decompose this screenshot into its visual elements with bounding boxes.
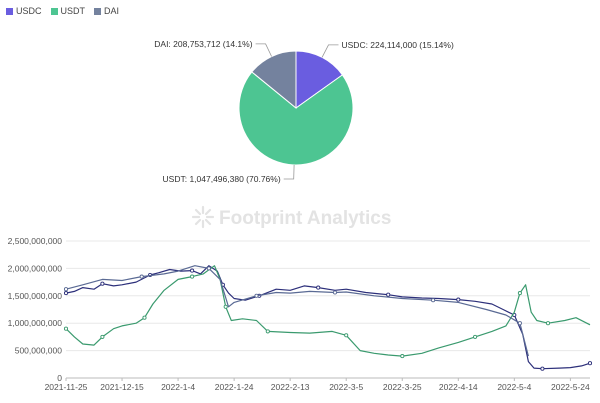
x-tick-label: 2022-1-4 (161, 382, 195, 392)
line-series-dai[interactable] (65, 265, 529, 357)
pie-leader-usdc (321, 44, 339, 58)
x-tick-label: 2022-3-5 (329, 382, 363, 392)
x-tick-label: 2021-12-15 (100, 382, 144, 392)
legend-swatch-usdt (50, 7, 58, 15)
line-point-usdc[interactable] (540, 366, 545, 371)
line-point-dai[interactable] (63, 287, 69, 292)
x-tick-label: 2022-5-24 (551, 382, 590, 392)
line-series-usdc[interactable] (65, 265, 591, 370)
pie-leader-usdt (283, 164, 295, 180)
y-tick-label: 2,500,000,000 (8, 236, 63, 246)
pie-chart: USDC: 224,114,000 (15.14%) USDT: 1,047,49… (154, 39, 454, 184)
legend-swatch-dai (94, 7, 102, 15)
legend-item-usdc[interactable]: USDC (6, 6, 42, 16)
line-point-dai[interactable] (431, 298, 436, 303)
line-point-usdt[interactable] (142, 315, 147, 320)
x-tick-label: 2022-1-24 (215, 382, 254, 392)
line-point-usdt[interactable] (400, 354, 405, 359)
pie-slice-dai[interactable] (251, 50, 297, 110)
line-point-dai[interactable] (517, 321, 522, 326)
line-chart: 0 500,000,000 1,000,000,000 1,500,000,000 2,… (8, 236, 593, 392)
line-point-usdt[interactable] (63, 326, 69, 331)
legend-label-usdt: USDT (60, 6, 86, 16)
legend-item-dai[interactable]: DAI (94, 6, 119, 16)
y-tick-label: 2,000,000,000 (8, 263, 63, 273)
line-point-dai[interactable] (254, 293, 259, 298)
line-point-dai[interactable] (206, 266, 211, 271)
line-point-usdt[interactable] (473, 334, 478, 339)
pie-leader-dai (255, 43, 272, 57)
line-point-usdc[interactable] (587, 361, 593, 366)
pie-slice-usdc[interactable] (295, 50, 344, 109)
line-point-usdc[interactable] (63, 291, 69, 296)
watermark: Footprint Analytics (219, 208, 391, 229)
pie-label-usdt: USDT: 1,047,496,380 (70.76%) (163, 174, 281, 184)
line-point-usdc[interactable] (190, 268, 195, 273)
line-point-usdt[interactable] (344, 333, 349, 338)
pie-label-usdc: USDC: 224,114,000 (15.14%) (342, 40, 454, 50)
y-tick-label: 1,500,000,000 (8, 291, 63, 301)
line-point-usdt[interactable] (100, 334, 105, 339)
legend-label-dai: DAI (104, 6, 120, 16)
legend-label-usdc: USDC (16, 6, 42, 16)
x-tick-label: 2022-3-25 (383, 382, 422, 392)
y-tick-label: 1,000,000,000 (8, 318, 63, 328)
line-point-usdc[interactable] (316, 285, 321, 290)
legend-item-usdt[interactable]: USDT (50, 6, 86, 16)
line-point-usdt[interactable] (265, 329, 270, 334)
x-tick-label: 2022-2-13 (271, 382, 310, 392)
x-tick-label: 2022-4-14 (439, 382, 478, 392)
line-point-usdc[interactable] (100, 281, 105, 286)
x-tick-label: 2022-5-4 (497, 382, 531, 392)
legend-swatch-usdc (6, 7, 13, 15)
chart-legend: USDC USDT DAI (6, 4, 128, 18)
pie-label-dai: DAI: 208,753,712 (14.1%) (154, 39, 252, 49)
y-tick-label: 0 (57, 373, 62, 383)
line-point-usdc[interactable] (386, 292, 391, 297)
line-point-usdt[interactable] (517, 291, 522, 296)
line-point-dai[interactable] (332, 290, 338, 295)
pie-slice-usdt[interactable] (238, 71, 354, 166)
y-tick-label: 500,000,000 (15, 346, 63, 356)
line-point-usdt[interactable] (545, 321, 551, 326)
line-series-usdt[interactable] (65, 265, 591, 357)
footprint-logo-icon (191, 205, 215, 229)
x-tick-label: 2021-11-25 (45, 382, 88, 392)
line-point-usdt[interactable] (190, 274, 195, 279)
line-point-usdc[interactable] (456, 297, 461, 302)
line-point-usdt[interactable] (223, 304, 228, 309)
line-point-dai[interactable] (139, 274, 144, 279)
